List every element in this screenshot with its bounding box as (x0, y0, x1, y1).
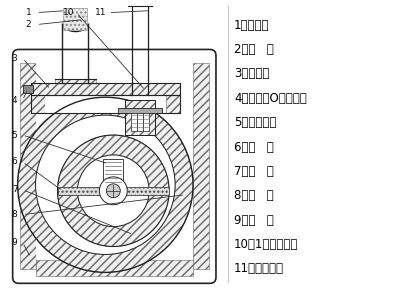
Text: 3: 3 (12, 54, 17, 63)
Text: 6: 6 (12, 158, 17, 166)
Bar (57, 187, 169, 195)
Wedge shape (57, 135, 169, 247)
Circle shape (77, 155, 149, 227)
Bar (45, 95, 166, 113)
Text: 9、油   笱: 9、油 笱 (234, 214, 274, 227)
Circle shape (99, 177, 127, 205)
Wedge shape (17, 97, 193, 272)
Text: 1、进气和: 1、进气和 (234, 18, 270, 32)
Text: 2、滤   网: 2、滤 网 (234, 43, 274, 56)
Bar (31, 83, 180, 95)
Text: 7: 7 (12, 185, 17, 194)
FancyBboxPatch shape (12, 49, 216, 283)
Bar (137, 113, 143, 131)
Bar (166, 95, 180, 113)
Bar (36, 63, 193, 260)
Bar (36, 260, 193, 276)
Text: 6、旋   片: 6、旋 片 (234, 140, 274, 153)
Text: 5、旋片弹簧: 5、旋片弹簧 (234, 116, 276, 129)
Text: 10: 10 (63, 8, 74, 17)
Bar (31, 83, 180, 95)
Bar (31, 95, 45, 113)
Text: 2: 2 (26, 20, 32, 29)
Bar (64, 8, 87, 29)
Bar (143, 113, 149, 131)
Text: 10、1号真空泵油: 10、1号真空泵油 (234, 238, 298, 251)
Text: 11: 11 (94, 8, 106, 17)
Text: 4、进气和O形密封圈: 4、进气和O形密封圈 (234, 92, 307, 105)
Text: 3、挡油板: 3、挡油板 (234, 67, 269, 80)
Text: 4: 4 (12, 96, 17, 105)
Circle shape (106, 184, 120, 198)
Bar (125, 100, 155, 135)
Text: 9: 9 (12, 238, 17, 247)
Text: 5: 5 (12, 131, 17, 140)
Circle shape (36, 115, 175, 255)
Bar (31, 95, 180, 113)
Text: 8、泵   身: 8、泵 身 (234, 189, 274, 202)
Bar (22, 85, 32, 93)
Bar (54, 79, 97, 83)
Bar (193, 63, 209, 269)
Text: 11、排气阀片: 11、排气阀片 (234, 262, 284, 275)
Bar (103, 159, 123, 187)
Bar (131, 113, 137, 131)
Bar (118, 108, 162, 113)
Bar (125, 100, 155, 135)
Text: 8: 8 (12, 210, 17, 219)
Text: 1: 1 (26, 8, 32, 17)
Text: 7、转   子: 7、转 子 (234, 165, 274, 178)
Bar (20, 63, 36, 269)
